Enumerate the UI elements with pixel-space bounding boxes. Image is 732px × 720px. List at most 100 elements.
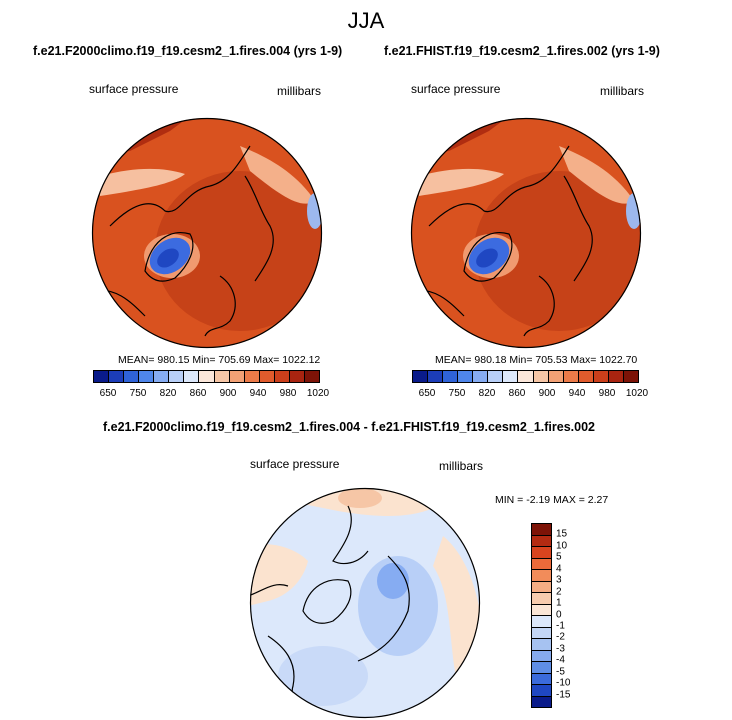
colorbar-swatch: [532, 627, 551, 639]
map-boundary: [410, 117, 642, 349]
colorbar-swatch: [124, 371, 140, 382]
colorbar-tick-label: 2: [556, 586, 562, 598]
colorbar-swatch: [154, 371, 170, 382]
diff-positive-core: [338, 488, 382, 508]
panel-diff-units-label: millibars: [439, 459, 484, 473]
colorbar-swatch: [304, 371, 319, 382]
colorbar-tick-label: 4: [556, 563, 562, 575]
colorbar-swatch: [244, 371, 260, 382]
panel-left-colorbar: [93, 370, 320, 383]
panel-left-colorbar-ticks: 650 750 820 860 900 940 980 1020: [93, 388, 329, 400]
panel-right-units-label: millibars: [600, 84, 645, 98]
colorbar-swatch: [229, 371, 245, 382]
colorbar-tick-label: 15: [556, 528, 568, 540]
colorbar-swatch: [94, 371, 110, 382]
colorbar-swatch: [532, 524, 551, 536]
panel-right-stats: MEAN= 980.18 Min= 705.53 Max= 1022.70: [435, 354, 638, 366]
colorbar-tick-label: 5: [556, 551, 562, 563]
panel-right-colorbar: [412, 370, 639, 383]
colorbar-tick-label: -2: [556, 631, 565, 643]
colorbar-tick-label: 650: [418, 388, 436, 399]
colorbar-tick-label: -5: [556, 666, 565, 678]
colorbar-swatch: [532, 685, 551, 697]
coastlines: [411, 145, 593, 337]
colorbar-swatch: [473, 371, 489, 382]
panel-diff-map: [248, 486, 482, 720]
colorbar-tick-label: -10: [556, 677, 571, 689]
colorbar-tick-label: 860: [189, 388, 207, 399]
colorbar-swatch: [413, 371, 429, 382]
colorbar-swatch: [199, 371, 215, 382]
panel-right-map: [409, 116, 643, 350]
colorbar-swatch: [532, 581, 551, 593]
panel-left-title: f.e21.F2000climo.f19_f19.cesm2_1.fires.0…: [33, 44, 343, 58]
arctic-ocean-field: [155, 171, 322, 331]
colorbar-tick-label: 0: [556, 609, 562, 620]
colorbar-swatch: [532, 639, 551, 651]
colorbar-swatch: [532, 547, 551, 559]
colorbar-swatch: [169, 371, 185, 382]
figure-title: JJA: [347, 8, 385, 33]
colorbar-swatch: [109, 371, 125, 382]
colorbar-tick-label: 940: [249, 388, 267, 399]
colorbar-tick-label: 750: [448, 388, 466, 399]
colorbar-swatch: [259, 371, 275, 382]
colorbar-tick-label: 1: [556, 597, 562, 609]
colorbar-swatch: [274, 371, 290, 382]
colorbar-tick-label: 10: [556, 540, 568, 552]
colorbar-swatch: [593, 371, 609, 382]
colorbar-tick-label: 650: [99, 388, 117, 399]
colorbar-swatch: [289, 371, 305, 382]
colorbar-tick-label: 820: [478, 388, 496, 399]
colorbar-swatch: [503, 371, 519, 382]
colorbar-swatch: [548, 371, 564, 382]
colorbar-tick-label: -1: [556, 620, 565, 632]
colorbar-tick-label: 820: [159, 388, 177, 399]
colorbar-swatch: [532, 558, 551, 570]
colorbar-swatch: [608, 371, 624, 382]
colorbar-swatch: [532, 535, 551, 547]
asia-light-band: [240, 146, 315, 204]
colorbar-tick-label: 1020: [306, 388, 330, 399]
colorbar-swatch: [532, 570, 551, 582]
colorbar-swatch: [443, 371, 459, 382]
panel-diff-colorbar-ticks: 15 10 5 4 3 2 1 0 -1 -2 -3 -4 -5 -10 -15: [556, 523, 586, 706]
diff-positive-west: [250, 544, 308, 606]
colorbar-swatch: [532, 616, 551, 628]
panel-diff-title: f.e21.F2000climo.f19_f19.cesm2_1.fires.0…: [103, 420, 595, 434]
colorbar-swatch: [488, 371, 504, 382]
colorbar-swatch: [214, 371, 230, 382]
asia-light-band: [559, 146, 634, 204]
diff-negative-core: [377, 563, 409, 599]
colorbar-swatch: [518, 371, 534, 382]
colorbar-swatch: [578, 371, 594, 382]
map-boundary: [91, 117, 323, 349]
colorbar-tick-label: 900: [538, 388, 556, 399]
colorbar-tick-label: 750: [129, 388, 147, 399]
panel-right-variable-label: surface pressure: [411, 82, 501, 96]
colorbar-swatch: [532, 650, 551, 662]
colorbar-swatch: [533, 371, 549, 382]
colorbar-swatch: [458, 371, 474, 382]
colorbar-tick-label: -3: [556, 643, 565, 655]
colorbar-tick-label: 980: [598, 388, 616, 399]
colorbar-tick-label: -4: [556, 654, 565, 666]
coastlines: [92, 145, 274, 337]
colorbar-swatch: [532, 662, 551, 674]
panel-left-stats: MEAN= 980.15 Min= 705.69 Max= 1022.12: [118, 354, 321, 366]
panel-right-title: f.e21.FHIST.f19_f19.cesm2_1.fires.002 (y…: [384, 44, 660, 58]
colorbar-swatch: [532, 593, 551, 605]
colorbar-tick-label: 1020: [625, 388, 649, 399]
greenland-core-field: [476, 248, 498, 268]
colorbar-tick-label: 860: [508, 388, 526, 399]
map-boundary: [249, 487, 481, 719]
diff-negative-south: [278, 646, 368, 706]
colorbar-swatch: [184, 371, 200, 382]
colorbar-swatch: [532, 696, 551, 707]
colorbar-swatch: [532, 604, 551, 616]
panel-diff-stats: MIN = -2.19 MAX = 2.27: [495, 494, 609, 506]
greenland-core-field: [157, 248, 179, 268]
colorbar-tick-label: 900: [219, 388, 237, 399]
colorbar-tick-label: 3: [556, 574, 562, 586]
colorbar-swatch: [428, 371, 444, 382]
